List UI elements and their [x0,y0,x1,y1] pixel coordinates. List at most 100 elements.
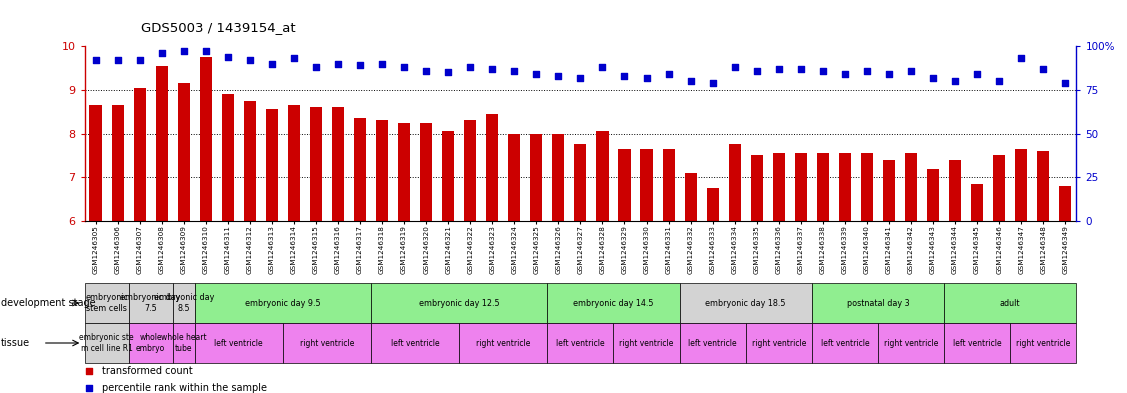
Text: embryonic day
8.5: embryonic day 8.5 [153,293,214,313]
Point [638,74,656,81]
Point [152,50,170,56]
Text: whole
embryo: whole embryo [136,333,166,353]
Bar [287,105,300,221]
Text: right ventricle: right ventricle [752,338,806,347]
Point [902,67,920,73]
Bar [905,153,917,221]
Point [307,64,325,70]
Bar [817,153,828,221]
Point [924,74,942,81]
Point [880,71,898,77]
Point [991,78,1009,84]
Text: left ventricle: left ventricle [391,338,440,347]
Point [440,69,458,75]
Point [175,48,193,54]
Point [968,71,986,77]
Bar [861,153,873,221]
Text: percentile rank within the sample: percentile rank within the sample [103,383,267,393]
Bar [128,323,172,363]
Bar [729,145,740,221]
Bar [354,118,366,221]
Point [263,61,281,67]
Bar [112,105,124,221]
Text: left ventricle: left ventricle [689,338,737,347]
Text: embryonic day 18.5: embryonic day 18.5 [706,299,786,307]
Text: whole heart
tube: whole heart tube [161,333,206,353]
Bar [172,283,195,323]
Bar [195,283,371,323]
Bar [613,323,680,363]
Bar [773,153,784,221]
Point [814,67,832,73]
Point [350,62,369,68]
Bar [707,188,719,221]
Bar [243,101,256,221]
Point [80,368,98,375]
Text: GDS5003 / 1439154_at: GDS5003 / 1439154_at [141,21,295,34]
Bar [944,323,1010,363]
Bar [680,323,746,363]
Bar [928,169,939,221]
Bar [486,114,498,221]
Point [549,73,567,79]
Bar [944,283,1076,323]
Text: postnatal day 3: postnatal day 3 [846,299,909,307]
Point [241,57,259,63]
Bar [1059,186,1072,221]
Text: embryonic day
7.5: embryonic day 7.5 [121,293,180,313]
Point [219,53,237,60]
Bar [811,323,878,363]
Text: adult: adult [1000,299,1020,307]
Bar [971,184,983,221]
Point [373,61,391,67]
Bar [178,83,189,221]
Text: left ventricle: left ventricle [556,338,605,347]
Bar [993,155,1005,221]
Bar [156,66,168,221]
Point [1056,80,1074,86]
Text: embryonic
stem cells: embryonic stem cells [85,293,128,313]
Bar [128,283,172,323]
Point [594,64,612,70]
Bar [680,283,811,323]
Point [682,78,700,84]
Point [329,61,347,67]
Bar [134,88,145,221]
Point [131,57,149,63]
Bar [172,323,195,363]
Point [527,71,545,77]
Text: right ventricle: right ventricle [620,338,674,347]
Bar [663,149,675,221]
Bar [459,323,548,363]
Point [836,71,854,77]
Text: left ventricle: left ventricle [820,338,869,347]
Bar [684,173,696,221]
Bar [222,94,233,221]
Point [396,64,414,70]
Point [197,48,215,54]
Point [285,55,303,61]
Bar [949,160,961,221]
Bar [751,155,763,221]
Text: right ventricle: right ventricle [476,338,531,347]
Bar [199,57,212,221]
Point [108,57,126,63]
Text: right ventricle: right ventricle [884,338,938,347]
Bar [1010,323,1076,363]
Point [770,66,788,72]
Point [858,67,876,73]
Bar [464,120,477,221]
Bar [310,107,322,221]
Bar [795,153,807,221]
Bar [85,283,128,323]
Bar [548,283,680,323]
Point [747,67,765,73]
Bar [376,120,388,221]
Text: development stage: development stage [1,298,96,308]
Text: right ventricle: right ventricle [300,338,354,347]
Point [615,73,633,79]
Bar [1037,151,1049,221]
Point [659,71,677,77]
Point [946,78,964,84]
Bar [575,145,586,221]
